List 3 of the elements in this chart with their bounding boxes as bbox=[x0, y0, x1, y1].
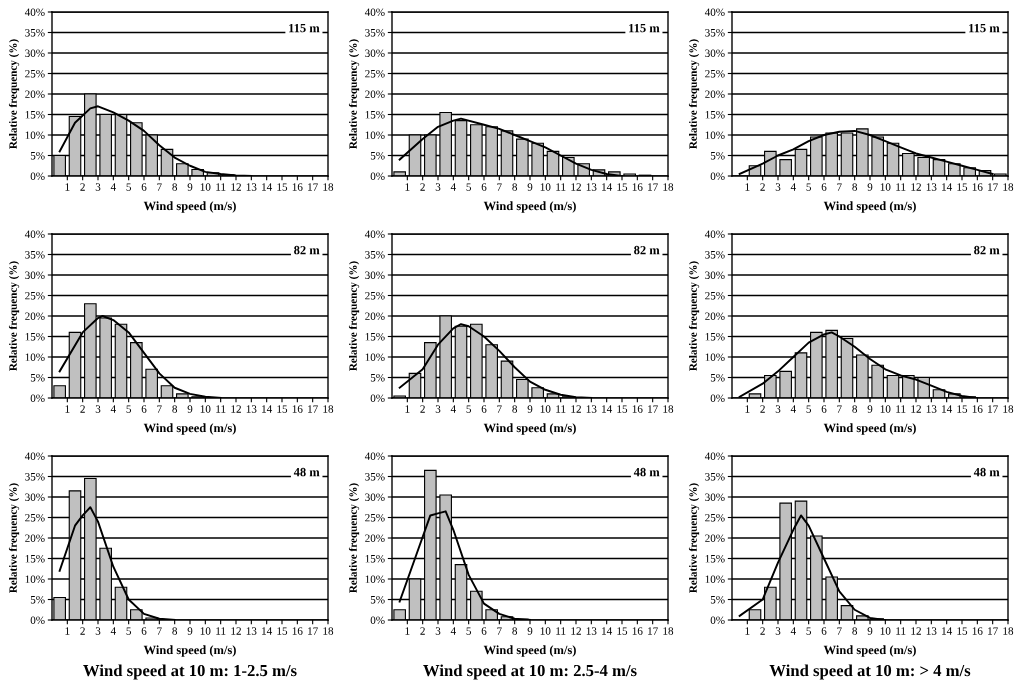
text: Wind speed at 10 m: 1-2.5 m/s bbox=[83, 664, 297, 680]
text: Wind speed at 10 m: 2.5-4 m/s bbox=[423, 664, 637, 680]
text: Wind speed at 10 m: > 4 m/s bbox=[769, 664, 971, 680]
